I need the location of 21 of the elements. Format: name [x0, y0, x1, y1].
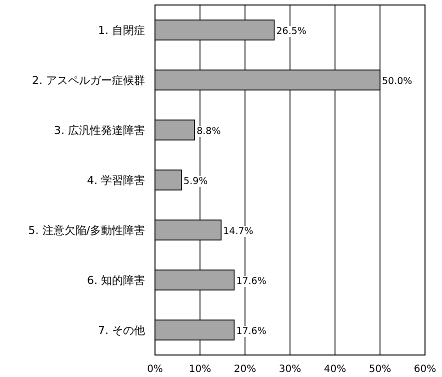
x-tick-label: 20%: [234, 364, 256, 375]
data-label: 5.9%: [184, 176, 208, 187]
data-label: 17.6%: [236, 276, 266, 287]
y-tick-label: 6. 知的障害: [87, 274, 145, 287]
data-label: 17.6%: [236, 326, 266, 337]
data-label: 8.8%: [196, 126, 221, 137]
y-tick-label: 1. 自閉症: [98, 24, 145, 37]
y-tick-label: 3. 広汎性発達障害: [54, 124, 145, 137]
data-label: 50.0%: [382, 76, 412, 87]
y-tick-label: 4. 学習障害: [87, 174, 145, 187]
data-label: 14.7%: [223, 226, 254, 237]
x-tick-label: 0%: [147, 364, 163, 375]
x-tick-label: 10%: [188, 364, 212, 375]
y-tick-label: 7. その他: [98, 324, 145, 337]
y-tick-label: 5. 注意欠陥/多動性障害: [28, 224, 145, 237]
x-tick-label: 60%: [414, 364, 436, 375]
x-tick-label: 30%: [278, 364, 302, 375]
x-tick-label: 50%: [368, 364, 392, 375]
data-label: 26.5%: [276, 26, 306, 37]
y-tick-label: 2. アスペルガー症候群: [32, 74, 145, 87]
x-tick-label: 40%: [324, 364, 346, 375]
